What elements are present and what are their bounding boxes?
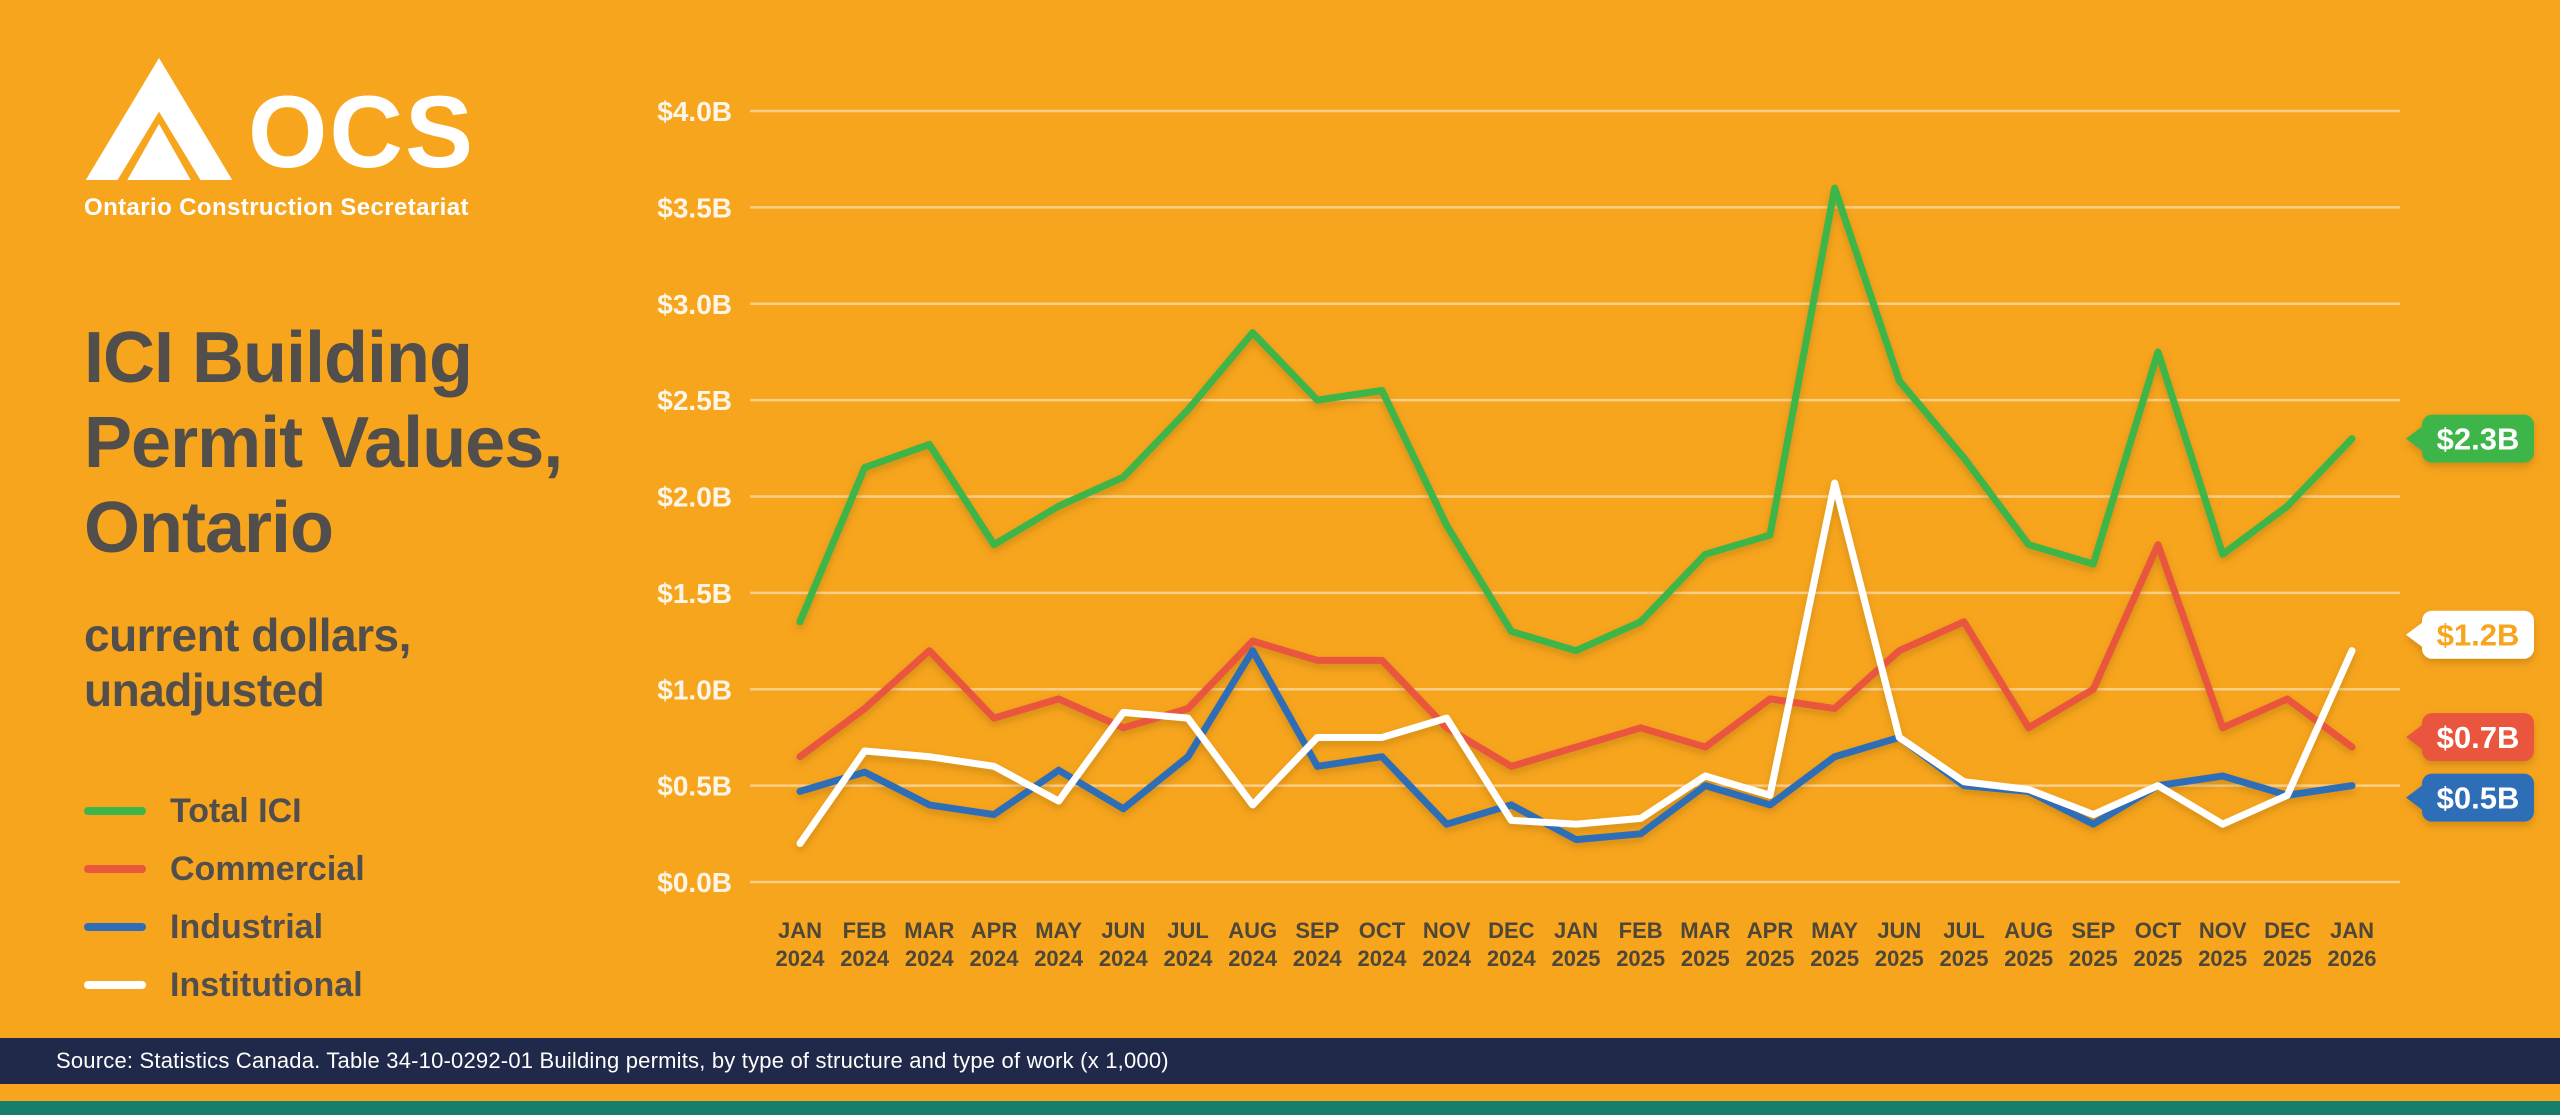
chart-subtitle: current dollars, unadjusted (84, 608, 411, 718)
y-axis-tick-label: $2.5B (657, 385, 732, 416)
line-chart: $0.0B $0.5B $1.0B $1.5B $2.0B $2.5B $3.0B $3.5B… (600, 30, 2560, 1040)
x-axis-tick-label: MAY 2024 (1034, 918, 1084, 971)
x-axis-tick-label: MAY 2025 (1810, 918, 1859, 971)
title-line-1: ICI Building (84, 318, 473, 398)
ocs-logo-text: OCS (248, 75, 476, 190)
x-axis-tick-label: APR 2025 (1746, 918, 1795, 971)
y-axis-tick-label: $3.0B (657, 289, 732, 320)
x-axis-tick-label: JUN 2025 (1875, 918, 1924, 971)
svg-text:$1.2B: $1.2B (2437, 618, 2520, 653)
svg-text:$0.7B: $0.7B (2437, 720, 2520, 755)
x-axis-tick-label: NOV 2025 (2198, 918, 2247, 971)
legend-item-industrial: Industrial (84, 898, 365, 956)
x-axis-tick-label: JAN 2024 (776, 918, 826, 971)
y-axis-tick-label: $0.5B (657, 771, 732, 802)
x-axis-tick-label: FEB 2025 (1616, 918, 1665, 971)
series-line-industrial (796, 647, 2356, 844)
x-axis-tick-label: OCT 2024 (1358, 918, 1408, 971)
legend-label-institutional: Institutional (170, 965, 363, 1004)
end-value-badge-institutional: $1.2B (2406, 610, 2534, 659)
svg-text:$2.3B: $2.3B (2437, 422, 2520, 457)
x-axis-tick-label: JAN 2025 (1552, 918, 1601, 971)
x-axis-tick-label: JUL 2024 (1164, 918, 1214, 971)
x-axis-tick-label: JAN 2026 (2328, 918, 2377, 971)
y-axis-tick-label: $1.0B (657, 674, 732, 705)
bottom-accent-strip (0, 1101, 2560, 1115)
x-axis-tick-label: JUN 2024 (1099, 918, 1149, 971)
x-axis-tick-label: FEB 2024 (840, 918, 890, 971)
x-axis-tick-label: NOV 2024 (1422, 918, 1472, 971)
x-axis-tick-label: MAR 2025 (1680, 918, 1730, 971)
x-axis-tick-label: JUL 2025 (1940, 918, 1989, 971)
legend: Total ICI Commercial Industrial Institut… (84, 782, 365, 1014)
series-line-total-ici (796, 184, 2356, 655)
title-line-2: Permit Values, (84, 402, 563, 483)
x-axis-tick-label: DEC 2025 (2263, 918, 2312, 971)
legend-item-commercial: Commercial (84, 840, 365, 898)
subtitle-line-2: unadjusted (84, 664, 325, 717)
title-line-3: Ontario (84, 487, 334, 568)
x-axis-tick-label: AUG 2025 (2004, 918, 2053, 971)
brand-tagline: Ontario Construction Secretariat (84, 194, 469, 221)
line-chart-svg: $0.0B $0.5B $1.0B $1.5B $2.0B $2.5B $3.0B $3.5B… (657, 96, 2534, 971)
legend-swatch-industrial (84, 923, 146, 931)
y-axis-tick-label: $2.0B (657, 482, 732, 513)
end-value-badge-industrial: $0.5B (2406, 773, 2534, 822)
ocs-logo-mark-icon (85, 58, 233, 180)
series-line-commercial (796, 541, 2356, 770)
x-axis-tick-label: MAR 2024 (904, 918, 954, 971)
y-axis-tick-label: $1.5B (657, 578, 732, 609)
ocs-logo: OCS Ontario Construction Secretariat (84, 58, 475, 222)
series-line-institutional (796, 479, 2356, 847)
legend-item-total-ici: Total ICI (84, 782, 365, 840)
x-axis-tick-label: APR 2024 (970, 918, 1020, 971)
x-axis-tick-label: OCT 2025 (2134, 918, 2183, 971)
x-axis-tick-label: DEC 2024 (1487, 918, 1537, 971)
left-panel: OCS Ontario Construction Secretariat ICI… (84, 0, 644, 1115)
legend-label-total-ici: Total ICI (170, 791, 302, 830)
legend-swatch-commercial (84, 865, 146, 873)
x-axis-tick-label: AUG 2024 (1228, 918, 1278, 971)
y-axis-tick-label: $4.0B (657, 96, 732, 127)
source-text: Source: Statistics Canada. Table 34-10-0… (56, 1048, 1169, 1073)
source-bar: Source: Statistics Canada. Table 34-10-0… (0, 1038, 2560, 1084)
subtitle-line-1: current dollars, (84, 609, 411, 661)
end-value-badge-total-ici: $2.3B (2406, 414, 2534, 463)
legend-label-commercial: Commercial (170, 849, 365, 888)
legend-item-institutional: Institutional (84, 956, 365, 1014)
x-axis-tick-label: SEP 2025 (2069, 918, 2118, 971)
chart-title: ICI Building Permit Values, Ontario (84, 316, 563, 571)
y-axis-tick-label: $3.5B (657, 192, 732, 223)
legend-swatch-total-ici (84, 807, 146, 815)
legend-label-industrial: Industrial (170, 907, 324, 946)
x-axis-tick-label: SEP 2024 (1293, 918, 1343, 971)
end-value-badge-commercial: $0.7B (2406, 713, 2534, 762)
legend-swatch-institutional (84, 981, 146, 989)
y-axis-tick-label: $0.0B (657, 867, 732, 898)
svg-text:$0.5B: $0.5B (2437, 781, 2520, 816)
